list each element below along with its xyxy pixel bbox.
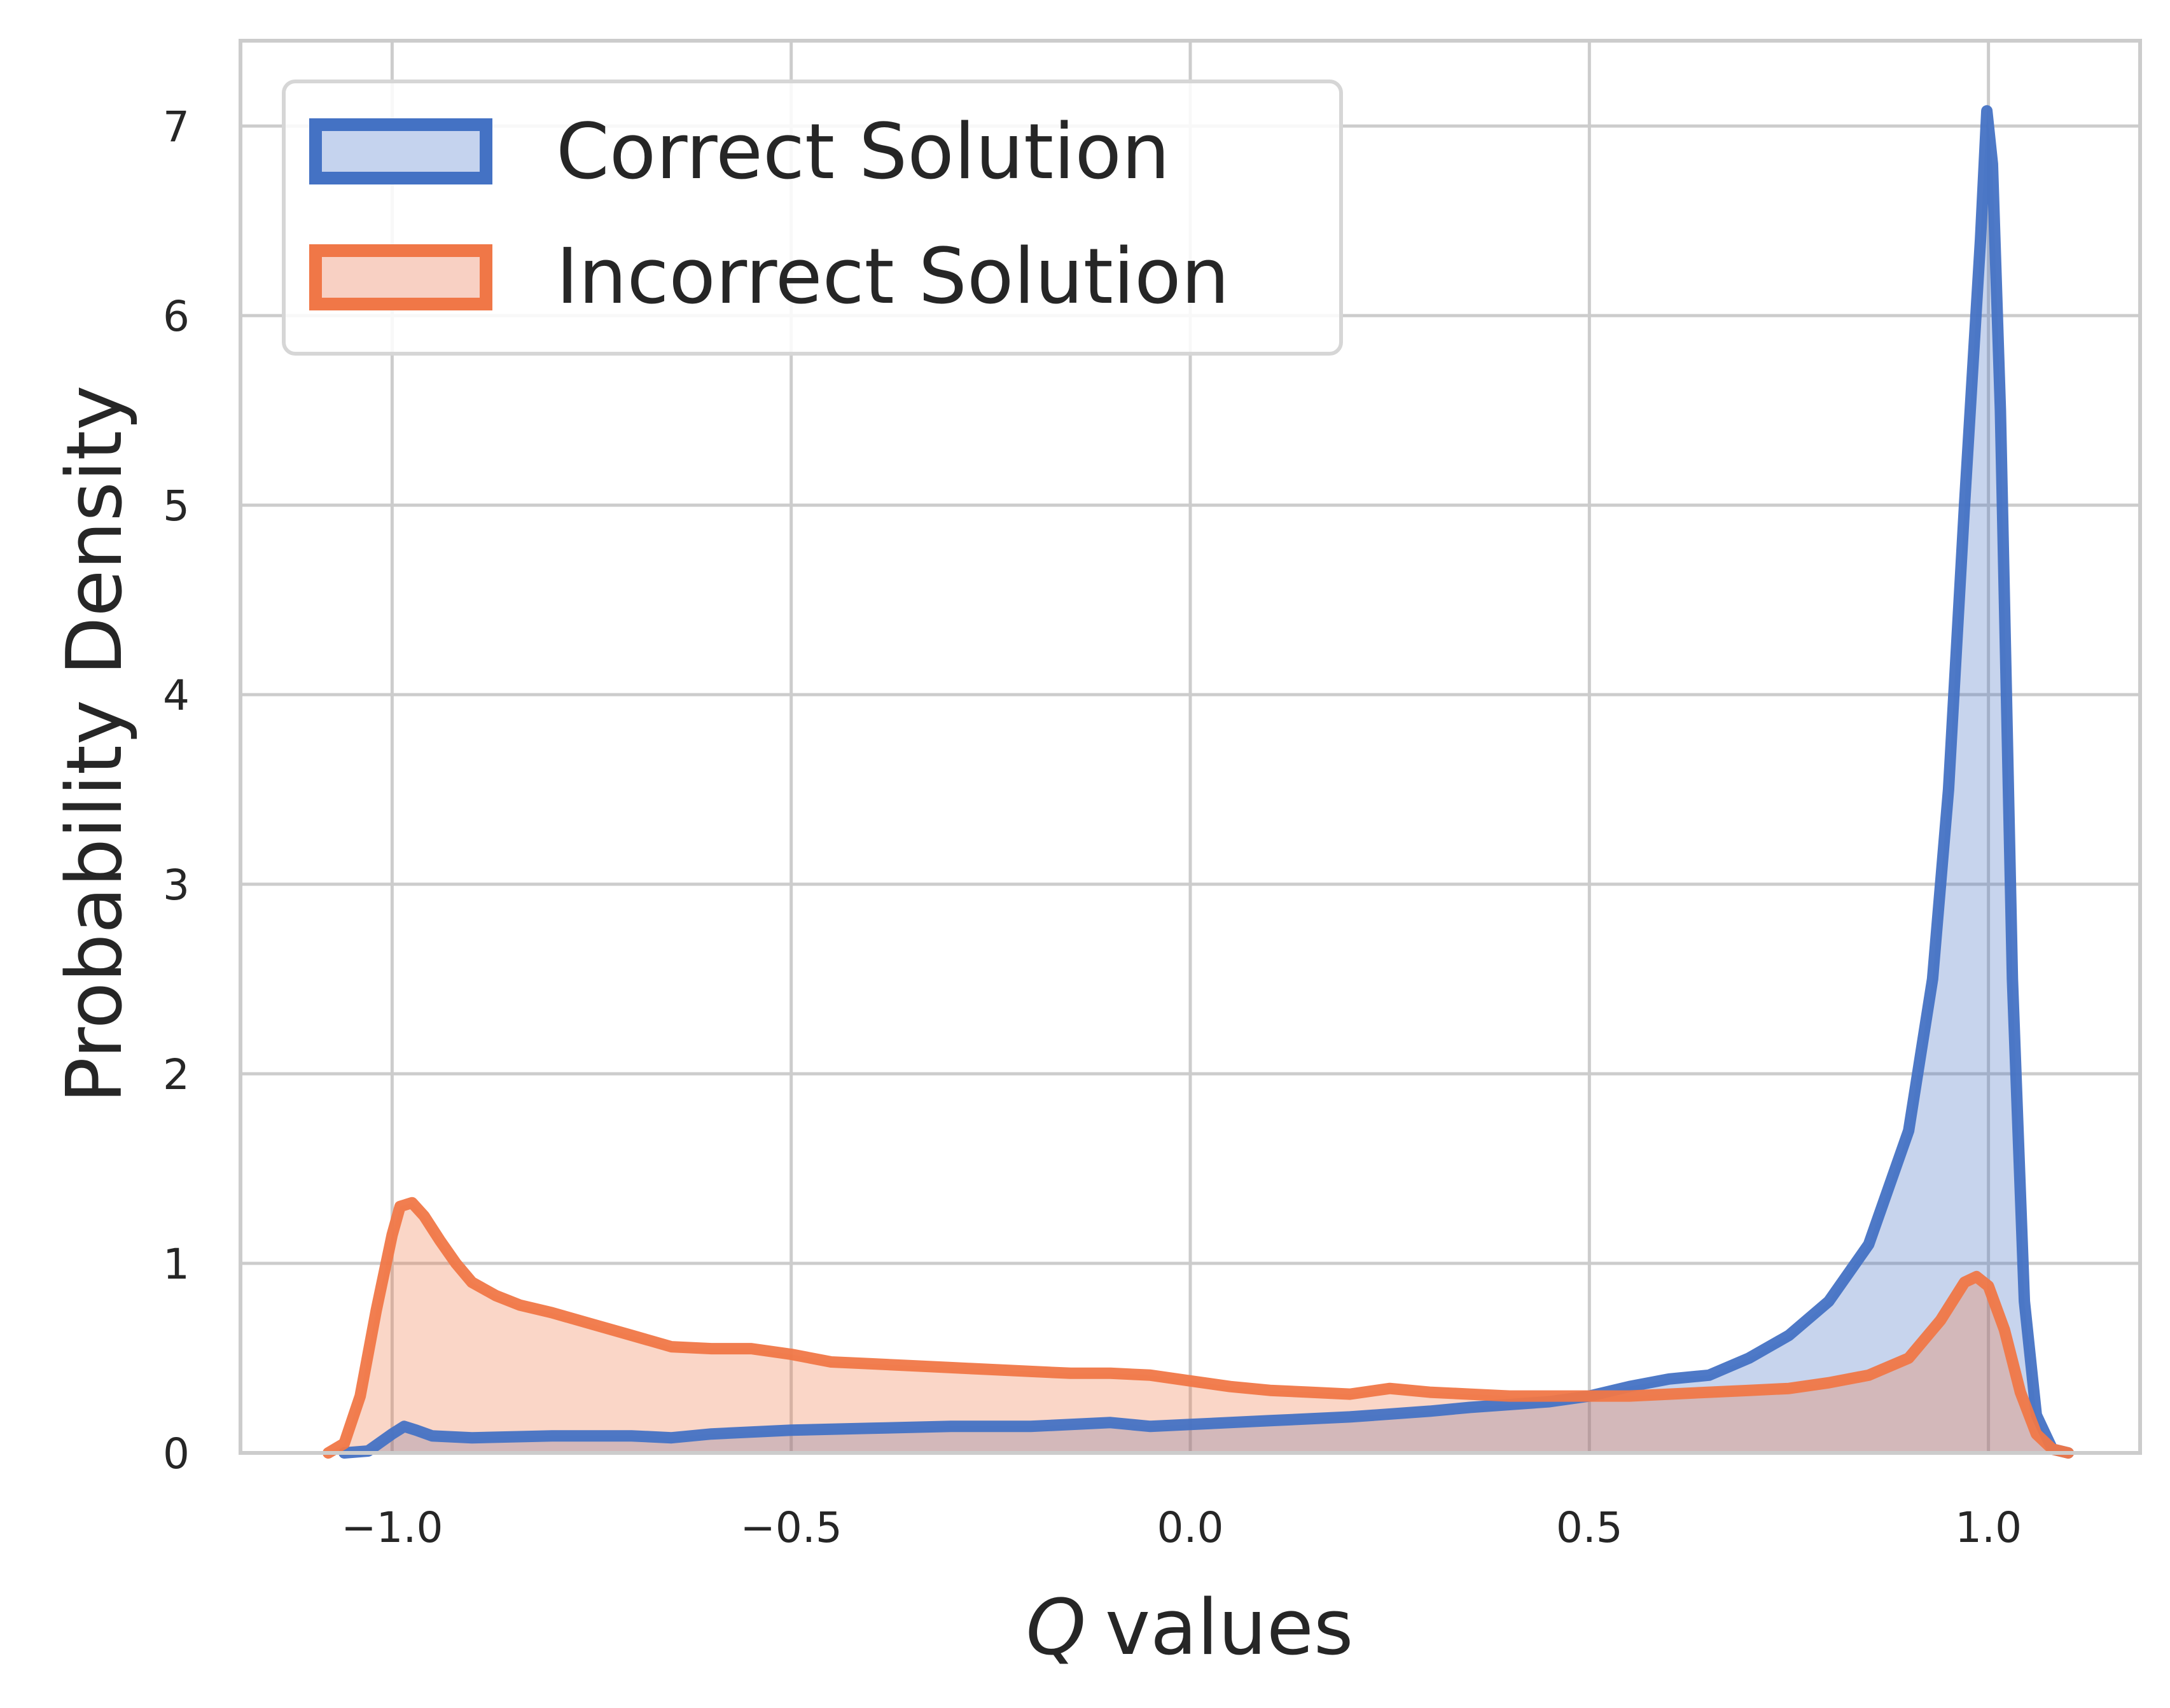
x-tick-label-1: −0.5: [741, 1503, 842, 1552]
y-tick-label-7: 7: [163, 102, 190, 151]
series-line-correct-solution: [338, 105, 2075, 1459]
tick-labels: −1.0 −0.5 0.0 0.5 1.0 0 1 2 3 4 5 6 7: [163, 102, 2022, 1552]
x-tick-label-2: 0.0: [1157, 1503, 1224, 1552]
y-tick-label-3: 3: [163, 861, 190, 910]
y-tick-label-0: 0: [163, 1429, 190, 1478]
x-axis-symbol: Q: [1026, 1584, 1086, 1672]
series-area-incorrect-solution: [328, 1202, 2069, 1453]
y-tick-label-4: 4: [163, 671, 190, 720]
legend-swatch-correct: [309, 118, 492, 184]
legend-swatch-incorrect: [309, 244, 492, 310]
x-tick-label-4: 1.0: [1955, 1503, 2022, 1552]
y-axis-title: Probability Density: [51, 385, 139, 1104]
legend-box: [282, 80, 1343, 356]
y-tick-label-5: 5: [163, 482, 190, 531]
y-tick-label-6: 6: [163, 292, 190, 341]
legend-label-incorrect: Incorrect Solution: [556, 233, 1230, 321]
legend-label-correct: Correct Solution: [556, 108, 1170, 197]
y-tick-label-2: 2: [163, 1050, 190, 1099]
series-area-correct-solution: [344, 111, 2069, 1453]
y-tick-label-1: 1: [163, 1240, 190, 1289]
series-line-incorrect-solution: [323, 1197, 2075, 1459]
series-layer: [323, 105, 2075, 1459]
x-tick-label-0: −1.0: [341, 1503, 443, 1552]
x-axis-title-text: values: [1105, 1584, 1353, 1672]
legend: Correct Solution Incorrect Solution: [282, 80, 1343, 356]
x-tick-label-3: 0.5: [1556, 1503, 1623, 1552]
plot-frame: [239, 39, 2142, 1455]
